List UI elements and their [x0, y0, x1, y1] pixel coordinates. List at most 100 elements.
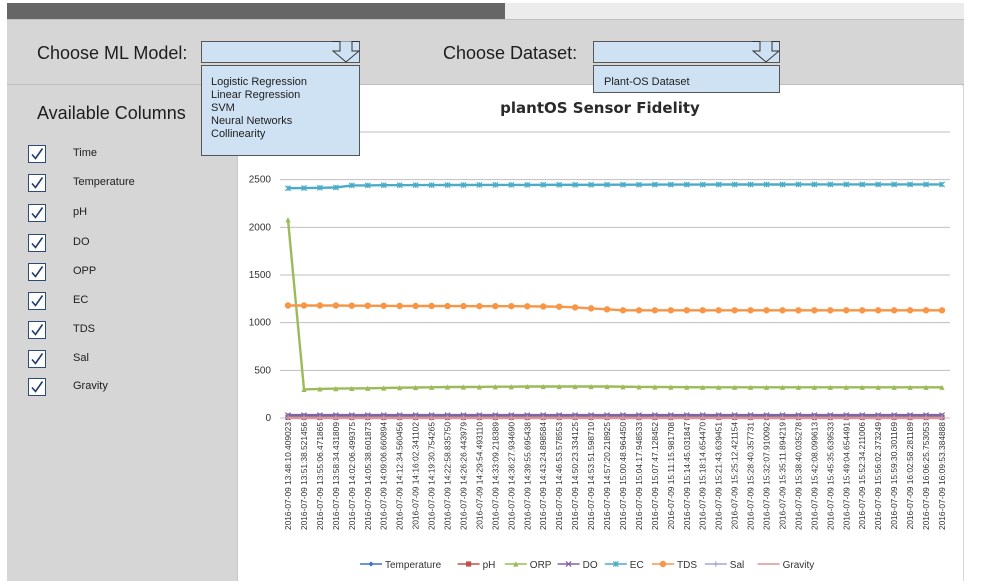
model-option[interactable]: Logistic Regression — [211, 76, 307, 88]
data-point — [413, 384, 419, 391]
legend-item: pH — [457, 560, 495, 571]
legend-label: ORP — [530, 560, 552, 571]
y-tick-label: 0 — [265, 413, 271, 424]
model-dropdown-list: Logistic Regression Linear Regression SVM N… — [201, 65, 360, 156]
legend-item: Sal — [704, 560, 744, 571]
data-point — [827, 384, 833, 390]
data-point — [412, 302, 419, 310]
column-checkbox[interactable] — [28, 204, 46, 222]
data-point — [460, 181, 467, 189]
data-point — [540, 303, 547, 310]
data-point — [827, 307, 834, 314]
column-checkbox[interactable] — [28, 378, 46, 396]
data-point — [365, 385, 371, 391]
x-tick-label: 2016-07-09 14:50:23.334125 — [570, 422, 580, 530]
data-point — [795, 384, 802, 390]
data-point — [492, 384, 498, 390]
column-checkbox[interactable] — [28, 263, 46, 281]
data-point — [651, 181, 658, 188]
data-point — [619, 307, 627, 314]
data-point — [683, 181, 690, 188]
legend-item: TDS — [652, 560, 697, 571]
column-label: OPP — [73, 265, 97, 277]
dataset-label: Choose Dataset: — [443, 43, 578, 63]
data-point — [651, 307, 659, 314]
data-point — [779, 307, 786, 314]
data-point — [300, 302, 308, 309]
data-point — [635, 181, 642, 188]
model-option[interactable]: SVM — [211, 102, 235, 114]
data-point — [508, 181, 515, 188]
x-tick-label: 2016-07-09 15:14:45.031847 — [682, 422, 692, 530]
model-option[interactable]: Linear Regression — [211, 89, 301, 101]
data-point — [907, 181, 914, 188]
x-tick-label: 2016-07-09 14:05:38.601873 — [363, 422, 373, 530]
data-point — [699, 181, 706, 188]
checkmark-icon — [31, 207, 44, 219]
data-point — [731, 307, 738, 314]
data-point — [460, 384, 467, 390]
data-point — [380, 182, 387, 189]
column-checkbox[interactable] — [28, 292, 46, 310]
x-tick-label: 2016-07-09 14:53:51.598710 — [586, 422, 596, 530]
data-point — [284, 302, 292, 309]
column-checkbox[interactable] — [28, 174, 46, 192]
x-tick-label: 2016-07-09 15:56:02.373249 — [873, 422, 883, 530]
data-point — [619, 181, 627, 188]
x-tick-label: 2016-07-09 16:09:53.384888 — [937, 422, 947, 530]
data-point — [747, 384, 754, 390]
chart-frame: plantOS Sensor Fidelity 0 500 1000 1500 2000 2… — [237, 86, 963, 581]
data-point — [412, 182, 419, 189]
data-point — [763, 181, 770, 188]
data-point — [588, 383, 594, 390]
data-point — [603, 306, 611, 313]
chevron-down-icon[interactable] — [752, 41, 780, 63]
x-tick-label: 2016-07-09 14:02:06.499375 — [347, 422, 357, 530]
x-tick-label: 2016-07-09 15:38:40.035278 — [793, 422, 803, 530]
data-point — [700, 384, 706, 390]
data-point — [444, 181, 451, 189]
data-point — [492, 181, 499, 188]
data-point — [683, 307, 690, 314]
data-point — [572, 383, 578, 390]
x-tick-label: 2016-07-09 15:42:08.099613 — [809, 422, 819, 530]
data-point — [715, 181, 722, 188]
model-select[interactable] — [201, 41, 360, 63]
data-point — [364, 182, 371, 189]
data-point — [540, 383, 546, 390]
data-point — [667, 307, 675, 314]
model-option[interactable]: Collinearity — [211, 128, 266, 140]
x-tick-label: 2016-07-09 14:22:58.835750 — [443, 422, 453, 530]
column-checkbox[interactable] — [28, 321, 46, 339]
data-point — [284, 185, 292, 192]
column-checkbox[interactable] — [28, 350, 46, 368]
data-point — [763, 384, 770, 390]
column-checkbox[interactable] — [28, 234, 46, 252]
model-option[interactable]: Neural Networks — [211, 115, 293, 127]
data-point — [636, 384, 642, 390]
data-point — [635, 307, 643, 314]
chevron-down-icon[interactable] — [332, 41, 360, 63]
checkmark-icon — [31, 237, 44, 249]
y-tick-label: 2500 — [249, 175, 272, 186]
data-point — [843, 307, 850, 314]
legend-label: Sal — [730, 560, 744, 571]
data-point — [508, 384, 514, 390]
data-point — [588, 181, 595, 188]
data-point — [938, 181, 946, 188]
checkmark-icon — [31, 266, 44, 278]
data-point — [939, 384, 945, 390]
dataset-option[interactable]: Plant-OS Dataset — [604, 76, 690, 88]
checkmark-icon — [31, 381, 44, 393]
x-tick-label: 2016-07-09 14:16:02.341102 — [411, 422, 421, 530]
dataset-select[interactable] — [593, 41, 780, 63]
legend-item: Gravity — [757, 560, 814, 571]
column-checkbox[interactable] — [28, 145, 46, 163]
data-point — [859, 384, 865, 390]
data-point — [827, 181, 834, 188]
data-point — [524, 383, 530, 390]
checkmark-icon — [31, 177, 44, 189]
series-tds — [284, 302, 946, 314]
data-point — [364, 302, 371, 309]
data-point — [859, 307, 866, 314]
